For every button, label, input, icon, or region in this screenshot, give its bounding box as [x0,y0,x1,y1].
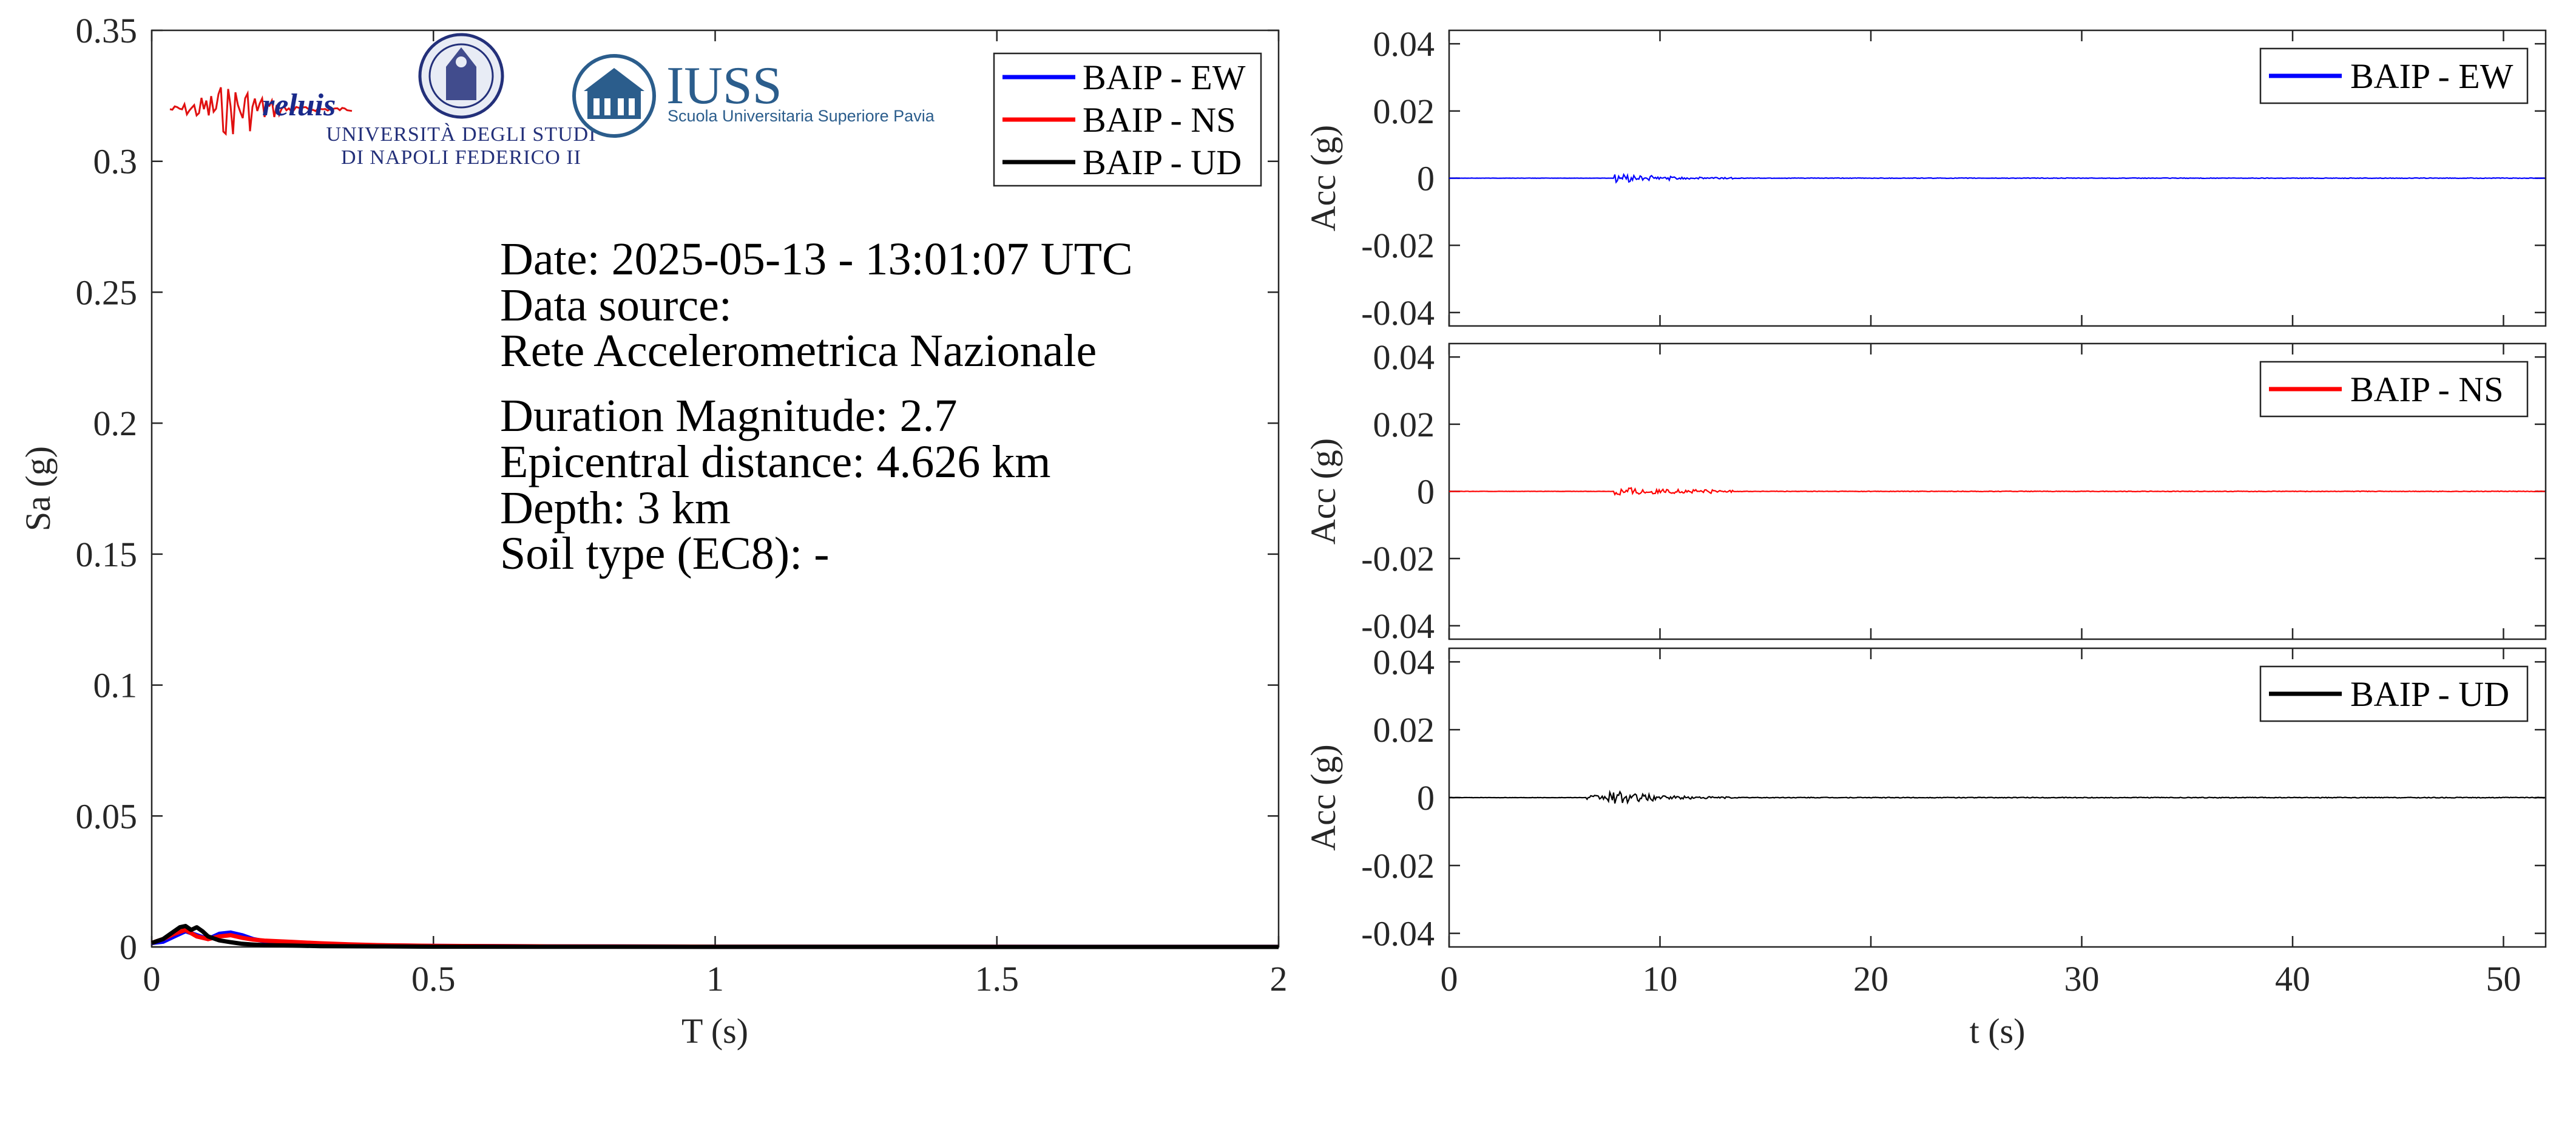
iuss-emblem-icon [572,54,656,138]
y-tick-label: 0.25 [76,273,138,312]
reluis-logo-text: reluis [262,88,336,123]
y-tick-label: -0.04 [1361,914,1435,954]
y-tick-label: 0.15 [76,535,138,574]
info-depth: Depth: 3 km [500,483,731,534]
spectrum-series-line [150,924,1279,949]
accelerogram-y-axis-label: Acc (g) [1303,438,1343,545]
y-tick-label: 0.04 [1373,337,1435,377]
info-soil: Soil type (EC8): - [500,528,830,579]
accelerogram-panel: -0.04 -0.02 0 0.02 0.04 0 10 20 30 40 50 t (s) Acc (… [1303,642,2547,1051]
y-tick-label: 0.1 [93,666,138,705]
accelerogram-trace [1449,172,2545,184]
event-info: Date: 2025-05-13 - 13:01:07 UTC Data sou… [500,234,1133,579]
accelerogram-x-axis-label: t (s) [1970,1011,2026,1051]
x-tick-label: 1 [706,959,724,999]
iuss-logo-title: IUSS [666,56,782,115]
y-tick-label: 0.02 [1373,405,1435,444]
accelerogram-y-axis-label: Acc (g) [1303,744,1343,851]
y-tick-label: -0.02 [1361,539,1435,578]
unina-seal-icon [418,33,504,119]
logo-unina: UNIVERSITÀ DEGLI STUDI DI NAPOLI FEDERIC… [326,33,596,169]
y-tick-label: 0.04 [1373,642,1435,682]
accelerogram-trace [1449,790,2545,805]
accelerogram-y-axis-label: Acc (g) [1303,125,1343,232]
x-tick-label: 20 [1853,959,1888,999]
accelerogram-trace [1449,487,2545,496]
spectrum-y-axis-label: Sa (g) [18,446,58,531]
legend-label: BAIP - NS [2350,370,2503,409]
info-source: Rete Accelerometrica Nazionale [500,325,1097,376]
info-distance: Epicentral distance: 4.626 km [500,436,1051,487]
legend-label: BAIP - EW [1083,58,1246,97]
info-date: Date: 2025-05-13 - 13:01:07 UTC [500,234,1133,285]
legend-label: BAIP - UD [1083,143,1242,182]
y-tick-label: -0.04 [1361,606,1435,646]
accelerogram-panel: -0.04 -0.02 0 0.02 0.04 Acc (g) BAIP - EW [1303,24,2547,333]
x-tick-label: 2 [1270,959,1288,999]
unina-name-line1: UNIVERSITÀ DEGLI STUDI [326,123,596,146]
x-tick-label: 0 [143,959,161,999]
x-tick-label: 40 [2275,959,2310,999]
y-tick-label: 0 [120,928,137,967]
x-tick-label: 0 [1441,959,1458,999]
logo-reluis: reluis [169,87,353,136]
y-tick-label: 0.3 [93,142,138,181]
seismogram-icon [169,87,353,136]
y-tick-label: 0.2 [93,404,138,443]
unina-name-line2: DI NAPOLI FEDERICO II [341,146,581,169]
y-tick-label: -0.02 [1361,226,1435,265]
y-tick-label: 0 [1417,159,1435,198]
x-tick-label: 50 [2486,959,2521,999]
x-tick-label: 1.5 [975,959,1019,999]
y-tick-label: -0.04 [1361,293,1435,333]
x-tick-label: 0.5 [411,959,456,999]
info-magnitude: Duration Magnitude: 2.7 [500,390,958,441]
legend-label: BAIP - EW [2350,56,2513,96]
legend-label: BAIP - UD [2350,674,2509,714]
x-tick-label: 10 [1643,959,1678,999]
y-tick-label: 0 [1417,778,1435,818]
spectrum-chart: 0 0.5 1 1.5 2 0 0.05 0.1 0.15 0.2 0.25 0.3 0.35 T (s… [18,11,1288,1051]
y-tick-label: 0.02 [1373,92,1435,131]
iuss-logo-subtitle: Scuola Universitaria Superiore Pavia [668,107,935,125]
y-tick-label: 0.35 [76,11,138,50]
accelerogram-panel: -0.04 -0.02 0 0.02 0.04 Acc (g) BAIP - NS [1303,337,2547,646]
info-source-label: Data source: [500,280,732,331]
legend-label: BAIP - NS [1083,100,1236,140]
logo-iuss: IUSS Scuola Universitaria Superiore Pavi… [572,54,935,138]
y-tick-label: 0.04 [1373,24,1435,64]
x-tick-label: 30 [2064,959,2100,999]
y-tick-label: 0.05 [76,796,138,836]
spectrum-x-axis-label: T (s) [681,1011,748,1051]
y-tick-label: -0.02 [1361,846,1435,886]
y-tick-label: 0 [1417,472,1435,512]
y-tick-label: 0.02 [1373,710,1435,750]
